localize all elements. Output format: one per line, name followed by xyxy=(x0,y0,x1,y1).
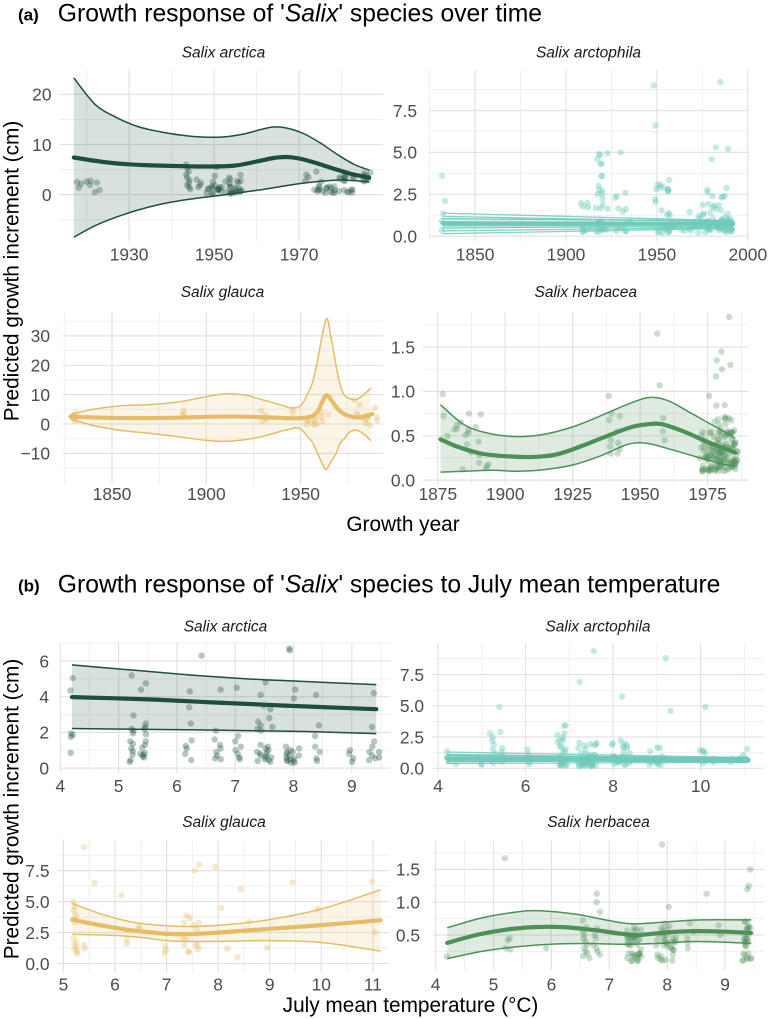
svg-text:6: 6 xyxy=(521,776,531,796)
svg-text:Predicted growth increment (cm: Predicted growth increment (cm) xyxy=(1,121,24,422)
svg-text:5: 5 xyxy=(114,776,124,796)
svg-text:1900: 1900 xyxy=(187,484,226,504)
svg-text:2: 2 xyxy=(39,723,49,743)
svg-text:6: 6 xyxy=(39,651,49,671)
svg-text:1.0: 1.0 xyxy=(391,382,415,402)
svg-text:1950: 1950 xyxy=(281,484,320,504)
svg-text:6: 6 xyxy=(547,975,557,995)
svg-text:1950: 1950 xyxy=(195,245,234,265)
svg-text:10: 10 xyxy=(691,776,710,796)
svg-text:20: 20 xyxy=(31,356,50,376)
svg-text:7: 7 xyxy=(162,975,172,995)
svg-text:10: 10 xyxy=(312,975,331,995)
svg-text:Salix arctica: Salix arctica xyxy=(184,619,268,636)
svg-text:8: 8 xyxy=(608,776,618,796)
svg-text:4: 4 xyxy=(39,687,49,707)
svg-text:1850: 1850 xyxy=(93,484,132,504)
svg-text:1900: 1900 xyxy=(547,245,586,265)
svg-text:1900: 1900 xyxy=(486,484,525,504)
svg-text:7: 7 xyxy=(604,975,614,995)
svg-text:Growth response of 'Salix' spe: Growth response of 'Salix' species over … xyxy=(58,1,542,28)
svg-text:2.5: 2.5 xyxy=(25,923,49,943)
svg-text:5.0: 5.0 xyxy=(400,696,424,716)
svg-text:6: 6 xyxy=(110,975,120,995)
svg-text:10: 10 xyxy=(31,385,50,405)
svg-text:Predicted growth increment (cm: Predicted growth increment (cm) xyxy=(1,659,24,960)
svg-text:9: 9 xyxy=(347,776,357,796)
svg-text:5.0: 5.0 xyxy=(25,892,49,912)
svg-text:1.5: 1.5 xyxy=(391,337,415,357)
svg-text:1.5: 1.5 xyxy=(396,860,420,880)
svg-text:1950: 1950 xyxy=(638,245,677,265)
svg-text:6: 6 xyxy=(172,776,182,796)
svg-text:(b): (b) xyxy=(18,577,40,596)
svg-text:5.0: 5.0 xyxy=(393,143,417,163)
svg-text:4: 4 xyxy=(433,776,443,796)
svg-text:Salix arctophila: Salix arctophila xyxy=(536,45,641,62)
svg-text:9: 9 xyxy=(265,975,275,995)
svg-text:2000: 2000 xyxy=(728,245,767,265)
svg-text:1925: 1925 xyxy=(553,484,592,504)
svg-text:0: 0 xyxy=(42,185,52,205)
svg-text:0.0: 0.0 xyxy=(391,470,415,490)
svg-text:1.0: 1.0 xyxy=(396,893,420,913)
svg-text:Salix herbacea: Salix herbacea xyxy=(547,814,650,831)
svg-text:7.5: 7.5 xyxy=(393,101,417,121)
svg-text:8: 8 xyxy=(662,975,672,995)
svg-text:20: 20 xyxy=(32,85,51,105)
svg-text:5: 5 xyxy=(489,975,499,995)
svg-text:2.5: 2.5 xyxy=(400,727,424,747)
svg-text:0.0: 0.0 xyxy=(400,759,424,779)
svg-text:30: 30 xyxy=(31,326,50,346)
svg-text:8: 8 xyxy=(213,975,223,995)
svg-text:Salix glauca: Salix glauca xyxy=(181,284,265,301)
svg-text:11: 11 xyxy=(364,975,382,995)
svg-text:0.0: 0.0 xyxy=(393,227,417,247)
svg-text:1875: 1875 xyxy=(418,484,457,504)
svg-text:7: 7 xyxy=(230,776,240,796)
svg-text:0.0: 0.0 xyxy=(25,954,49,974)
svg-text:5: 5 xyxy=(59,975,69,995)
svg-text:1950: 1950 xyxy=(621,484,660,504)
svg-text:0.5: 0.5 xyxy=(391,426,415,446)
svg-text:Salix arctica: Salix arctica xyxy=(182,45,266,62)
svg-text:−10: −10 xyxy=(21,444,51,464)
svg-text:Salix herbacea: Salix herbacea xyxy=(535,284,638,301)
svg-text:0: 0 xyxy=(40,414,50,434)
svg-text:Growth year: Growth year xyxy=(346,513,459,536)
svg-text:1930: 1930 xyxy=(110,245,149,265)
svg-text:1970: 1970 xyxy=(280,245,319,265)
svg-text:0: 0 xyxy=(39,758,49,778)
svg-text:4: 4 xyxy=(431,975,441,995)
svg-text:0.5: 0.5 xyxy=(396,925,420,945)
svg-text:2.5: 2.5 xyxy=(393,185,417,205)
svg-text:9: 9 xyxy=(720,975,730,995)
svg-text:7.5: 7.5 xyxy=(400,665,424,685)
svg-text:7.5: 7.5 xyxy=(25,861,49,881)
svg-text:8: 8 xyxy=(289,776,299,796)
svg-text:1975: 1975 xyxy=(688,484,727,504)
svg-text:10: 10 xyxy=(32,135,51,155)
svg-text:July mean temperature (°C): July mean temperature (°C) xyxy=(283,994,539,1017)
svg-text:Salix glauca: Salix glauca xyxy=(182,814,266,831)
svg-text:Growth response of 'Salix' spe: Growth response of 'Salix' species to Ju… xyxy=(58,572,721,599)
svg-text:4: 4 xyxy=(55,776,65,796)
svg-text:(a): (a) xyxy=(18,6,39,25)
svg-text:1850: 1850 xyxy=(456,245,495,265)
svg-text:Salix arctophila: Salix arctophila xyxy=(545,619,650,636)
